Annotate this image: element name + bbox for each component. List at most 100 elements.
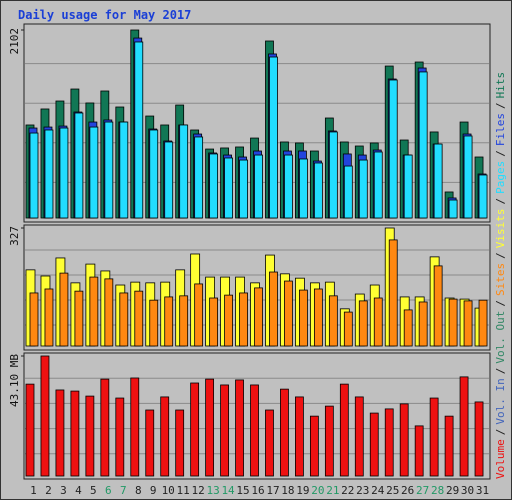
bar <box>373 297 383 347</box>
bar <box>209 297 219 347</box>
bar <box>59 272 69 347</box>
legend-separator: / <box>494 102 507 109</box>
bar <box>418 301 428 347</box>
x-tick-label: 30 <box>461 484 474 497</box>
x-tick-label: 26 <box>401 484 414 497</box>
bar <box>384 408 394 477</box>
x-tick-label: 25 <box>386 484 399 497</box>
bar <box>254 287 263 347</box>
x-tick-label: 29 <box>446 484 459 497</box>
x-tick-label: 18 <box>281 484 294 497</box>
x-tick-label: 9 <box>150 484 157 497</box>
x-tick-label: 16 <box>251 484 264 497</box>
legend-entry: Sites <box>494 263 507 296</box>
bar <box>104 121 114 219</box>
legend-separator: / <box>494 150 507 157</box>
legend-entry: Files <box>494 113 507 146</box>
bar <box>25 383 35 477</box>
x-tick-label: 15 <box>236 484 249 497</box>
bar <box>85 395 95 477</box>
bar <box>309 415 319 477</box>
x-tick-label: 12 <box>192 484 205 497</box>
x-tick-label: 24 <box>371 484 385 497</box>
bar <box>175 409 185 477</box>
bar <box>119 121 129 219</box>
bar <box>429 397 439 477</box>
bar <box>284 154 293 219</box>
bar <box>403 309 413 347</box>
bar <box>179 124 189 219</box>
bar <box>414 425 424 477</box>
bar <box>313 162 323 219</box>
bar <box>239 159 248 219</box>
x-tick-label: 7 <box>120 484 127 497</box>
bar <box>388 239 398 347</box>
bar <box>70 390 80 477</box>
bar <box>145 409 155 477</box>
bar <box>209 153 219 219</box>
bar <box>119 292 129 347</box>
bar <box>55 389 65 477</box>
bar <box>399 403 409 477</box>
bar <box>164 141 174 219</box>
bar <box>104 278 114 347</box>
bar <box>478 174 488 219</box>
chart-title: Daily usage for May 2017 <box>18 8 191 22</box>
legend-separator: / <box>494 198 507 205</box>
x-tick-label: 2 <box>45 484 52 497</box>
bar <box>190 382 200 477</box>
x-tick-label: 10 <box>162 484 175 497</box>
x-tick-label: 22 <box>341 484 354 497</box>
x-tick-label: 13 <box>206 484 219 497</box>
legend-separator: / <box>494 300 507 307</box>
bar <box>250 384 259 477</box>
bar <box>205 378 215 477</box>
bar <box>265 409 274 477</box>
bar <box>373 151 383 219</box>
bar <box>354 396 364 477</box>
legend-entry: Visits <box>494 209 507 249</box>
bar <box>100 378 110 477</box>
bar <box>418 71 428 219</box>
x-tick-label: 27 <box>416 484 429 497</box>
bar <box>269 271 278 347</box>
x-tick-label: 3 <box>60 484 67 497</box>
bar <box>89 126 99 219</box>
bar <box>433 265 443 347</box>
bar <box>433 143 443 219</box>
bar <box>474 401 484 477</box>
legend-entry: Hits <box>494 72 507 99</box>
bar <box>403 154 413 219</box>
x-tick-label: 1 <box>30 484 37 497</box>
bar <box>220 384 229 477</box>
x-tick-label: 6 <box>105 484 112 497</box>
bar <box>115 397 125 477</box>
bar <box>463 135 473 219</box>
bar <box>284 280 293 347</box>
bar <box>324 405 334 477</box>
x-tick-label: 4 <box>75 484 82 497</box>
x-tick-label: 19 <box>296 484 309 497</box>
bar <box>328 131 338 219</box>
bar <box>269 56 278 219</box>
bar <box>149 299 159 347</box>
bar <box>444 415 454 477</box>
bar <box>179 295 189 347</box>
legend-entry: Vol. Out <box>494 311 507 364</box>
bar <box>164 296 174 347</box>
x-tick-label: 28 <box>431 484 444 497</box>
legend: Volume / Vol. In / Vol. Out / Sites / Visits / Pag… <box>494 72 507 479</box>
x-tick-label: 20 <box>311 484 324 497</box>
bar <box>224 294 233 347</box>
bar <box>74 290 84 347</box>
legend-separator: / <box>494 429 507 436</box>
x-tick-label: 23 <box>356 484 369 497</box>
bar <box>339 383 349 477</box>
x-tick-label: 14 <box>221 484 235 497</box>
bar <box>343 165 353 219</box>
x-tick-label: 31 <box>476 484 489 497</box>
bar <box>224 157 233 219</box>
legend-entry: Vol. In <box>494 378 507 424</box>
bar <box>295 396 304 477</box>
x-tick-label: 11 <box>177 484 190 497</box>
